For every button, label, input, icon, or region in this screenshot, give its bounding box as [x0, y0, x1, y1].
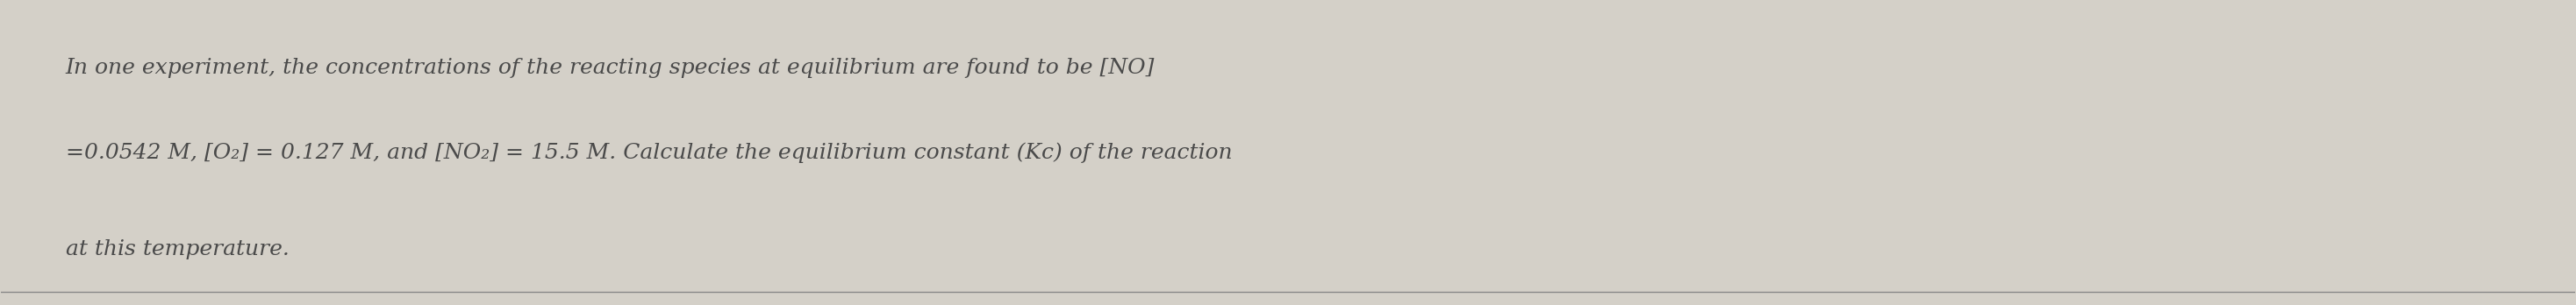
- Text: at this temperature.: at this temperature.: [64, 239, 289, 259]
- Text: =0.0542 M, [O₂] = 0.127 M, and [NO₂] = 15.5 M. Calculate the equilibrium constan: =0.0542 M, [O₂] = 0.127 M, and [NO₂] = 1…: [64, 142, 1231, 163]
- Text: In one experiment, the concentrations of the reacting species at equilibrium are: In one experiment, the concentrations of…: [64, 58, 1154, 78]
